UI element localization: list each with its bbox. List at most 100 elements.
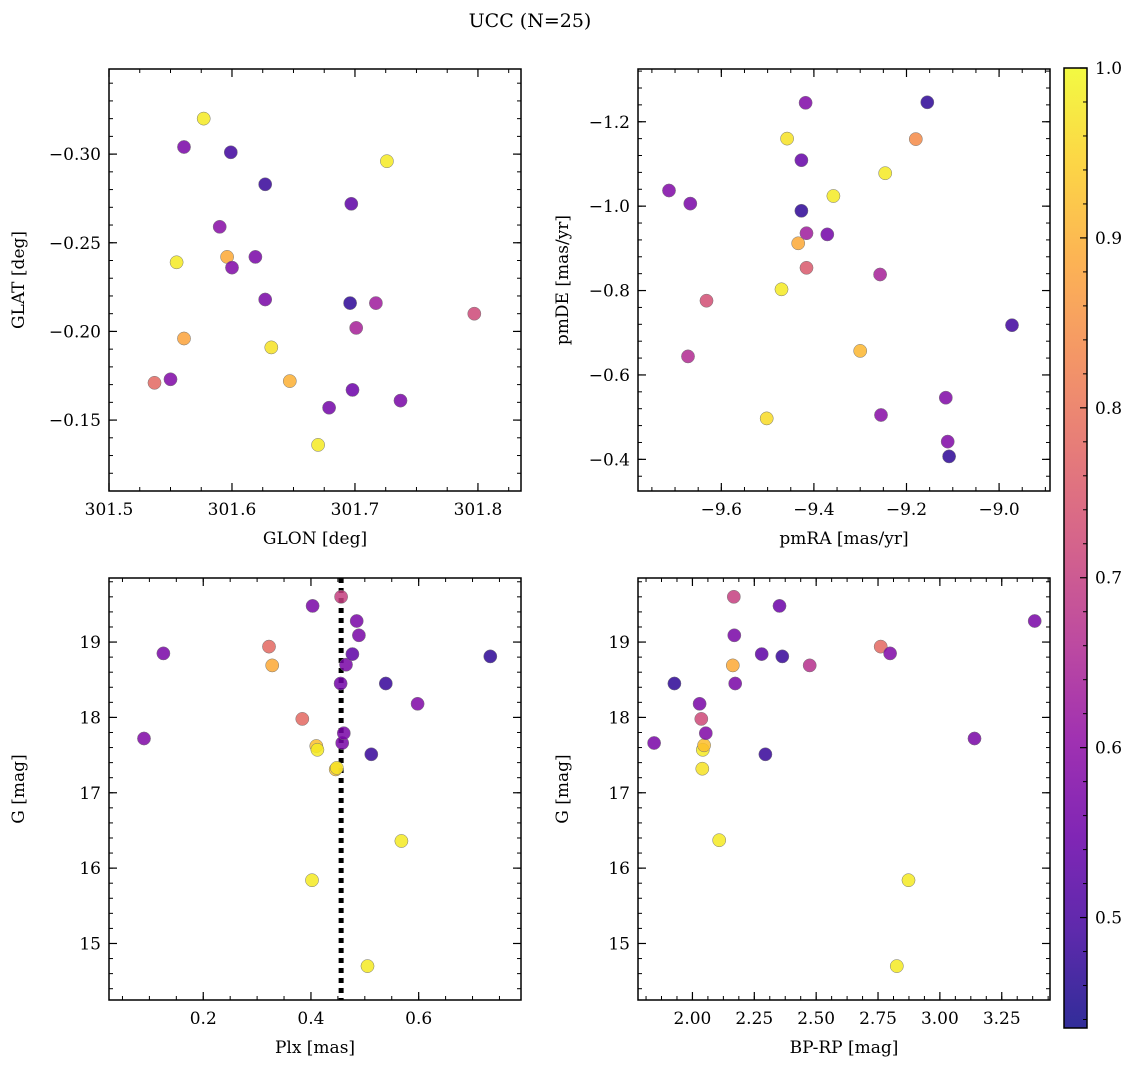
data-point — [662, 183, 676, 198]
y-tick-label: −0.20 — [49, 322, 101, 342]
data-point — [345, 647, 360, 661]
x-tick-label: 0.6 — [405, 1009, 432, 1029]
data-point — [780, 131, 794, 146]
data-point — [322, 400, 336, 415]
data-point — [264, 340, 279, 355]
figure-title: UCC (N=25) — [469, 10, 592, 32]
data-point — [697, 738, 711, 753]
data-point — [196, 111, 211, 126]
x-tick-label: 2.00 — [674, 1009, 712, 1029]
data-point — [258, 292, 273, 307]
x-axis-label: GLON [deg] — [263, 529, 367, 549]
colorbar-tick-label: 1.0 — [1095, 59, 1122, 79]
data-point — [467, 306, 482, 321]
data-point — [775, 649, 790, 664]
axes-frame — [108, 68, 522, 492]
data-point — [727, 628, 742, 643]
data-point — [791, 236, 806, 251]
y-axis-label: pmDE [mas/yr] — [553, 215, 573, 345]
x-tick-label: 301.6 — [208, 500, 257, 520]
data-point — [364, 747, 379, 762]
data-point — [794, 203, 809, 218]
y-tick-label: −0.8 — [589, 282, 630, 302]
y-tick-label: 15 — [608, 934, 630, 954]
y-axis-label: GLAT [deg] — [9, 231, 29, 329]
data-point — [1027, 614, 1042, 628]
x-tick-label: −9.4 — [793, 500, 834, 520]
data-point — [758, 747, 773, 762]
data-point — [873, 267, 887, 282]
data-point — [311, 438, 325, 452]
data-point — [163, 372, 178, 387]
data-point — [343, 296, 357, 310]
x-tick-label: 0.4 — [297, 1009, 324, 1029]
colorbar-tick-label: 0.7 — [1095, 569, 1122, 589]
y-tick-label: −0.30 — [49, 145, 101, 165]
panels: 301.5 301.6 301.7 301.8 −0.15 −0.20 −0.25 −0.30… — [9, 68, 1051, 1058]
data-point — [967, 731, 982, 746]
data-point — [212, 219, 227, 234]
data-point — [177, 331, 191, 346]
data-point — [695, 761, 710, 776]
data-point — [908, 132, 923, 146]
data-point — [378, 676, 393, 691]
y-tick-label: −0.15 — [49, 411, 101, 431]
data-point — [799, 226, 814, 241]
x-tick-label: −9.6 — [701, 500, 742, 520]
data-point — [262, 639, 276, 654]
data-point — [683, 196, 698, 211]
x-axis-label: Plx [mas] — [275, 1038, 355, 1058]
x-tick-label: 301.5 — [85, 500, 134, 520]
data-point — [137, 731, 151, 746]
data-point — [873, 639, 888, 654]
colorbar-tick-label: 0.6 — [1095, 739, 1122, 759]
x-tick-label: 2.75 — [859, 1009, 897, 1029]
axes-frame — [108, 577, 522, 1001]
data-point — [349, 614, 364, 628]
data-point — [647, 736, 661, 750]
data-point — [345, 383, 360, 397]
data-point — [295, 712, 310, 726]
data-point — [698, 726, 713, 741]
data-point — [772, 599, 787, 613]
data-point — [380, 154, 394, 169]
x-tick-label: 3.00 — [921, 1009, 959, 1029]
scatter-panel-3: 0.2 0.4 0.6 15 16 17 18 19 Plx [mas] G [mag] — [9, 577, 522, 1058]
data-point — [223, 145, 238, 160]
x-tick-label: −9.2 — [886, 500, 927, 520]
x-tick-label: 2.50 — [797, 1009, 835, 1029]
y-tick-label: 15 — [79, 934, 101, 954]
data-point — [759, 411, 774, 426]
x-tick-label: 301.8 — [454, 500, 503, 520]
y-tick-label: −1.2 — [589, 113, 630, 133]
data-point — [901, 873, 916, 888]
data-point — [826, 189, 841, 203]
y-tick-label: 18 — [79, 708, 101, 728]
data-point — [310, 742, 325, 757]
data-point — [360, 959, 375, 973]
data-point — [177, 140, 191, 154]
axes-frame — [637, 577, 1051, 1001]
data-point — [349, 321, 364, 335]
data-point — [802, 658, 817, 673]
y-axis-label: G [mag] — [9, 754, 29, 823]
colorbar-tick-label: 0.5 — [1095, 909, 1122, 929]
data-point — [369, 296, 383, 310]
y-tick-label: −1.0 — [589, 197, 630, 217]
data-point — [694, 712, 709, 726]
data-point — [344, 196, 359, 211]
data-point — [889, 959, 904, 973]
data-point — [225, 260, 239, 275]
data-point — [798, 95, 813, 110]
y-tick-label: −0.6 — [589, 366, 630, 386]
data-point — [147, 375, 162, 390]
y-tick-label: 16 — [608, 859, 630, 879]
data-point — [725, 658, 740, 673]
scatter-panel-2: −9.6 −9.4 −9.2 −9.0 −0.4 −0.6 −0.8 −1.0 −1.2 pmRA… — [553, 68, 1051, 549]
data-point — [726, 589, 741, 604]
x-tick-label: 301.7 — [331, 500, 380, 520]
data-point — [258, 177, 273, 192]
data-point — [248, 250, 263, 264]
data-point — [754, 647, 769, 661]
